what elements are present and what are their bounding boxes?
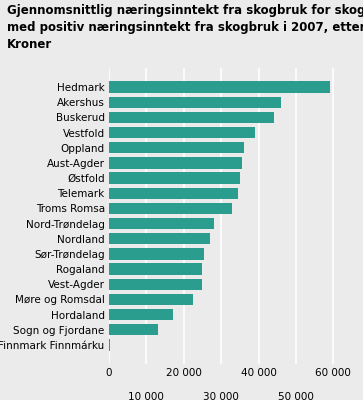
Bar [109, 97, 281, 108]
Bar [109, 339, 110, 350]
Bar [109, 172, 240, 184]
Bar [109, 82, 330, 93]
Bar [109, 188, 238, 199]
Bar [109, 218, 214, 229]
Bar [109, 203, 232, 214]
Bar [109, 112, 274, 123]
Bar [109, 142, 244, 154]
Text: Gjennomsnittlig næringsinntekt fra skogbruk for skogeiere
med positiv næringsinn: Gjennomsnittlig næringsinntekt fra skogb… [7, 4, 363, 51]
Bar [109, 309, 172, 320]
Bar [109, 278, 203, 290]
Bar [109, 157, 242, 169]
Bar [109, 324, 158, 335]
Bar [109, 233, 210, 244]
Bar [109, 263, 203, 275]
Bar [109, 248, 204, 260]
Bar [109, 294, 193, 305]
Bar [109, 127, 255, 138]
